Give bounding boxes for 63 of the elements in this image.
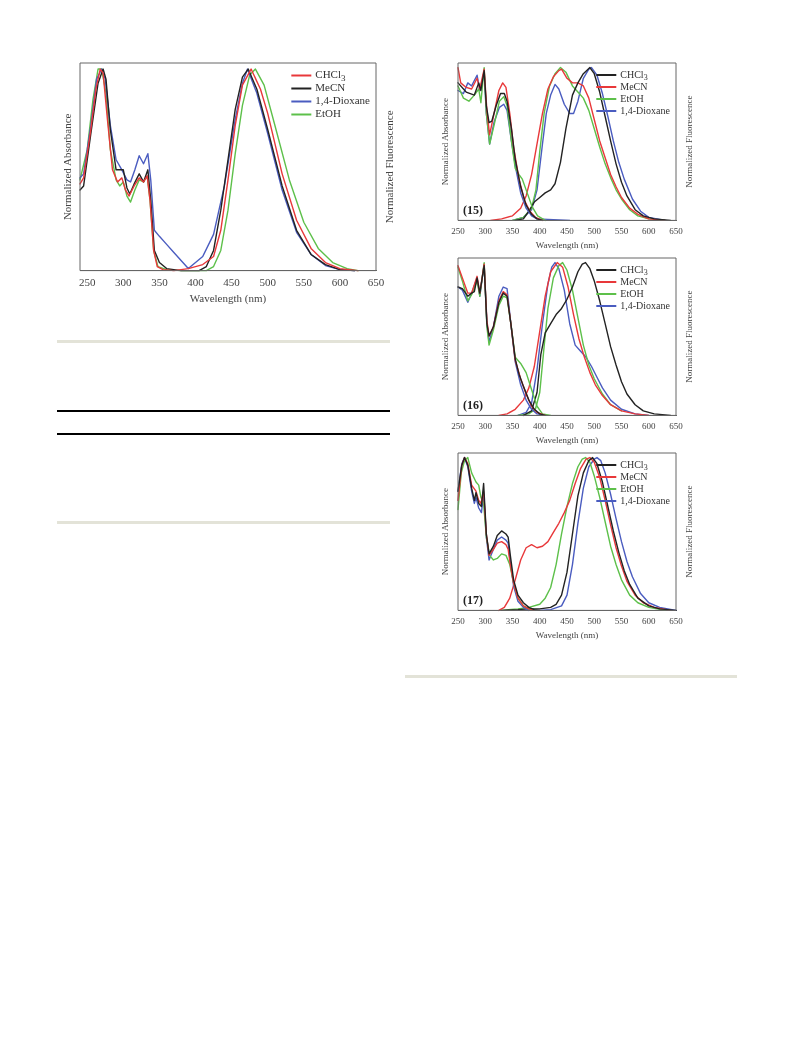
legend-label: MeCN <box>315 81 346 94</box>
x-tick-label: 300 <box>478 226 493 237</box>
y-axis-title: Normalized Absorbance <box>440 293 451 381</box>
x-tick-label: 350 <box>505 421 520 432</box>
x-tick-label: 300 <box>115 276 133 289</box>
x-axis-title: Wavelength (nm) <box>189 292 267 306</box>
legend-label: EtOH <box>620 482 644 494</box>
x-axis-title: Wavelength (nm) <box>535 629 599 640</box>
legend-label: MeCN <box>620 470 648 482</box>
legend-label: 1,4-Dioxane <box>620 494 671 506</box>
y2-axis-title: Normalized Fluorescence <box>382 110 395 224</box>
x-axis-title: Wavelength (nm) <box>535 434 599 445</box>
annotation: (17) <box>463 593 483 608</box>
x-tick-label: 600 <box>642 226 656 237</box>
x-tick-label: 650 <box>669 616 684 627</box>
y-axis-title: Normalized Absorbance <box>60 113 73 221</box>
legend-label: MeCN <box>620 80 648 92</box>
y2-axis-title: Normalized Fluorescence <box>684 95 695 188</box>
x-tick-label: 600 <box>331 276 349 289</box>
x-tick-label: 450 <box>560 226 575 237</box>
y-axis-title: Normalized Absorbance <box>440 488 451 576</box>
annotation: (16) <box>463 398 483 413</box>
y-axis-title: Normalized Absorbance <box>440 98 451 186</box>
x-tick-label: 350 <box>505 226 520 237</box>
legend-label: EtOH <box>620 92 644 104</box>
x-tick-label: 500 <box>587 226 602 237</box>
x-tick-label: 450 <box>560 616 575 627</box>
x-tick-label: 250 <box>451 616 466 627</box>
x-tick-label: 550 <box>614 421 629 432</box>
x-tick-label: 250 <box>451 226 466 237</box>
x-tick-label: 250 <box>451 421 466 432</box>
x-tick-label: 650 <box>669 421 684 432</box>
x-tick-label: 450 <box>223 276 241 289</box>
x-tick-label: 650 <box>367 276 385 289</box>
legend-label: MeCN <box>620 275 648 287</box>
x-tick-label: 550 <box>614 226 629 237</box>
x-tick-label: 350 <box>151 276 169 289</box>
y2-axis-title: Normalized Fluorescence <box>684 485 695 578</box>
legend-label: 1,4-Dioxane <box>620 104 671 116</box>
x-tick-label: 600 <box>642 616 656 627</box>
x-tick-label: 400 <box>187 276 205 289</box>
x-tick-label: 400 <box>533 226 547 237</box>
annotation: (15) <box>463 203 483 218</box>
x-tick-label: 300 <box>478 616 493 627</box>
x-axis-title: Wavelength (nm) <box>535 239 599 250</box>
x-tick-label: 500 <box>587 421 602 432</box>
x-tick-label: 400 <box>533 421 547 432</box>
x-tick-label: 350 <box>505 616 520 627</box>
legend-label: EtOH <box>315 107 342 120</box>
x-tick-label: 250 <box>78 276 96 289</box>
x-tick-label: 650 <box>669 226 684 237</box>
x-tick-label: 500 <box>587 616 602 627</box>
x-tick-label: 450 <box>560 421 575 432</box>
x-tick-label: 300 <box>478 421 493 432</box>
legend-label: 1,4-Dioxane <box>315 94 371 107</box>
x-tick-label: 550 <box>614 616 629 627</box>
x-tick-label: 500 <box>259 276 277 289</box>
x-tick-label: 600 <box>642 421 656 432</box>
y2-axis-title: Normalized Fluorescence <box>684 290 695 383</box>
legend-label: 1,4-Dioxane <box>620 299 671 311</box>
x-tick-label: 550 <box>295 276 313 289</box>
x-tick-label: 400 <box>533 616 547 627</box>
legend-label: EtOH <box>620 287 644 299</box>
